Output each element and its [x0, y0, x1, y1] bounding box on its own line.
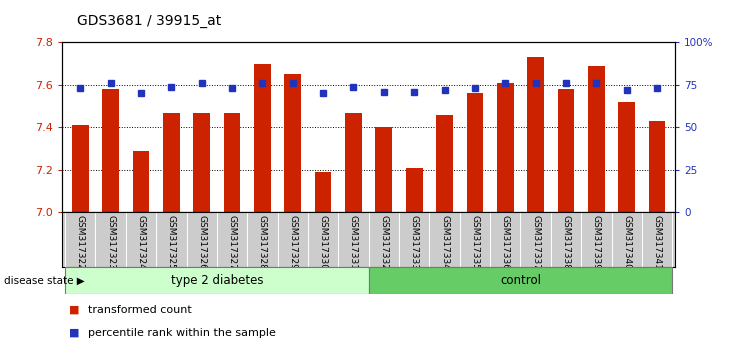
- Text: GSM317340: GSM317340: [622, 215, 631, 270]
- Text: GSM317325: GSM317325: [167, 215, 176, 270]
- Text: GSM317331: GSM317331: [349, 215, 358, 270]
- Text: GSM317323: GSM317323: [106, 215, 115, 270]
- Text: GSM317334: GSM317334: [440, 215, 449, 270]
- Bar: [497, 83, 514, 212]
- Bar: [466, 93, 483, 212]
- Text: GSM317336: GSM317336: [501, 215, 510, 270]
- Text: GSM317329: GSM317329: [288, 215, 297, 270]
- Bar: [285, 74, 301, 212]
- Text: type 2 diabetes: type 2 diabetes: [171, 274, 263, 287]
- Bar: [588, 66, 604, 212]
- Text: GSM317326: GSM317326: [197, 215, 206, 270]
- Text: ■: ■: [69, 305, 80, 315]
- Text: GSM317328: GSM317328: [258, 215, 267, 270]
- Bar: [618, 102, 635, 212]
- Bar: [558, 89, 575, 212]
- Bar: [437, 115, 453, 212]
- Bar: [375, 127, 392, 212]
- Bar: [527, 57, 544, 212]
- Bar: [223, 113, 240, 212]
- Bar: [65, 267, 369, 294]
- Bar: [649, 121, 665, 212]
- Bar: [254, 64, 271, 212]
- Text: GDS3681 / 39915_at: GDS3681 / 39915_at: [77, 14, 221, 28]
- Text: control: control: [500, 274, 541, 287]
- Text: GSM317332: GSM317332: [380, 215, 388, 270]
- Text: GSM317337: GSM317337: [531, 215, 540, 270]
- Bar: [163, 113, 180, 212]
- Text: GSM317324: GSM317324: [137, 215, 145, 270]
- Text: GSM317322: GSM317322: [76, 215, 85, 270]
- Text: GSM317333: GSM317333: [410, 215, 419, 270]
- Text: percentile rank within the sample: percentile rank within the sample: [88, 328, 275, 338]
- Bar: [369, 267, 672, 294]
- Bar: [133, 151, 150, 212]
- Text: ■: ■: [69, 328, 80, 338]
- Text: disease state ▶: disease state ▶: [4, 275, 85, 286]
- Bar: [406, 168, 423, 212]
- Text: GSM317338: GSM317338: [561, 215, 570, 270]
- Text: GSM317339: GSM317339: [592, 215, 601, 270]
- Text: GSM317335: GSM317335: [470, 215, 480, 270]
- Bar: [102, 89, 119, 212]
- Bar: [193, 113, 210, 212]
- Text: GSM317341: GSM317341: [653, 215, 661, 270]
- Bar: [72, 125, 88, 212]
- Bar: [345, 113, 362, 212]
- Text: GSM317330: GSM317330: [318, 215, 328, 270]
- Bar: [315, 172, 331, 212]
- Text: GSM317327: GSM317327: [228, 215, 237, 270]
- Text: transformed count: transformed count: [88, 305, 191, 315]
